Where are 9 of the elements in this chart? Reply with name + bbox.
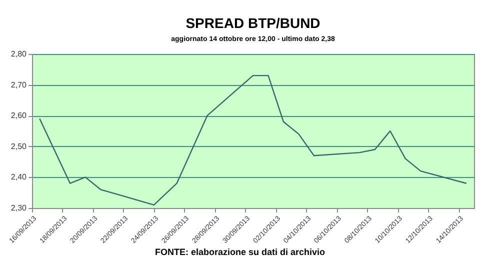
source-note: FONTE: elaborazione su dati di archivio [154, 247, 326, 257]
y-tick-label: 2,40 [10, 172, 28, 182]
y-tick-label: 2,80 [10, 50, 28, 58]
y-tick-label: 2,70 [10, 80, 28, 90]
y-tick-label: 2,30 [10, 204, 28, 212]
line-series [39, 74, 467, 206]
y-tick-label: 2,60 [10, 111, 28, 120]
chart-title: SPREAD BTP/BUND [186, 15, 320, 31]
y-tick-label: 2,50 [10, 142, 28, 151]
